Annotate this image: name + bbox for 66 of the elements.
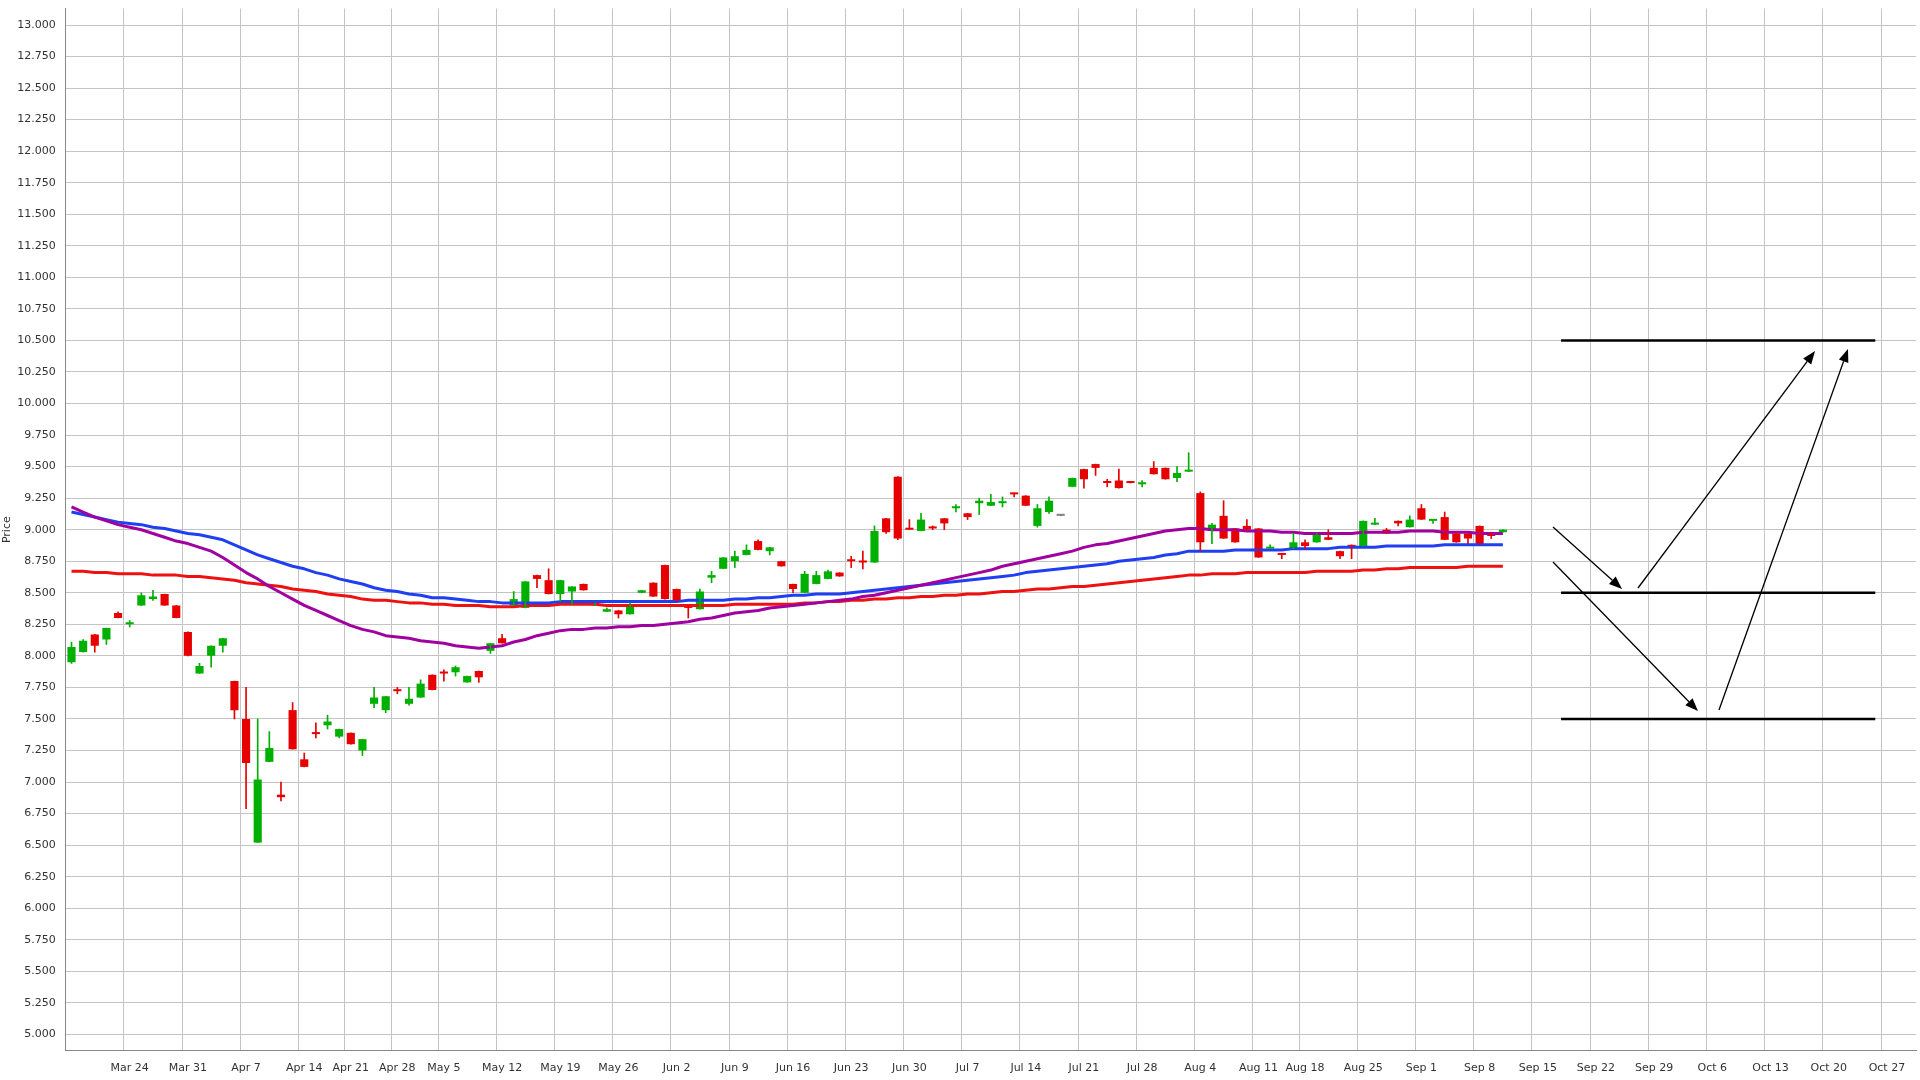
x-tick-label: Apr 28	[379, 1061, 416, 1075]
y-tick-label: 11.000	[17, 270, 56, 284]
x-tick-label: Jun 16	[774, 1061, 811, 1075]
x-tick-label: Jun 30	[891, 1061, 927, 1075]
y-tick-label: 7.750	[24, 680, 56, 694]
y-tick-label: 8.750	[24, 554, 56, 568]
x-tick-label: May 19	[540, 1061, 581, 1075]
y-tick-label: 11.500	[17, 207, 56, 221]
x-tick-label: Sep 15	[1518, 1061, 1557, 1075]
x-tick-label: May 26	[598, 1061, 639, 1075]
x-tick-label: Jul 14	[1009, 1061, 1042, 1075]
y-tick-label: 6.750	[24, 806, 56, 820]
y-tick-label: 10.250	[17, 364, 56, 378]
y-tick-label: 9.500	[24, 459, 56, 473]
x-tick-label: Mar 31	[168, 1061, 207, 1075]
y-tick-label: 11.250	[17, 238, 56, 252]
x-tick-label: Aug 4	[1184, 1061, 1217, 1075]
x-tick-label: Aug 25	[1343, 1061, 1383, 1075]
y-tick-label: 9.250	[24, 491, 56, 505]
x-tick-label: Sep 22	[1576, 1061, 1616, 1075]
x-tick-label: Oct 6	[1697, 1061, 1728, 1075]
x-tick-label: Sep 29	[1635, 1061, 1674, 1075]
y-tick-label: 13.000	[17, 17, 56, 31]
x-tick-label: Jun 2	[661, 1061, 691, 1075]
y-axis-title: Price	[0, 516, 14, 544]
x-tick-label: Jun 9	[719, 1061, 749, 1075]
y-tick-label: 10.500	[17, 333, 56, 347]
x-tick-label: May 12	[481, 1061, 523, 1075]
y-tick-label: 12.000	[17, 144, 56, 158]
y-tick-label: 12.250	[17, 112, 56, 126]
x-tick-label: Aug 11	[1239, 1061, 1278, 1075]
y-tick-label: 12.750	[17, 49, 56, 63]
y-tick-label: 7.250	[24, 743, 56, 757]
y-tick-label: 7.500	[24, 711, 56, 725]
y-tick-label: 10.000	[17, 396, 56, 410]
y-tick-label: 10.750	[17, 301, 56, 315]
x-tick-label: Mar 24	[110, 1061, 149, 1075]
y-tick-label: 9.750	[24, 427, 56, 441]
y-tick-label: 6.000	[24, 901, 56, 915]
x-tick-label: Aug 18	[1285, 1061, 1325, 1075]
x-tick-label: Apr 14	[285, 1061, 323, 1075]
y-tick-label: 11.750	[17, 175, 56, 189]
x-tick-label: Jul 21	[1067, 1061, 1100, 1075]
x-tick-label: Jul 7	[954, 1061, 980, 1075]
x-tick-label: Sep 1	[1405, 1061, 1438, 1075]
x-tick-label: Oct 20	[1810, 1061, 1847, 1075]
x-tick-label: May 5	[427, 1061, 461, 1075]
y-tick-label: 5.500	[24, 964, 56, 978]
y-tick-label: 9.000	[24, 522, 56, 536]
y-tick-label: 5.750	[24, 932, 56, 946]
x-tick-label: Apr 7	[231, 1061, 261, 1075]
x-tick-label: Oct 27	[1868, 1061, 1906, 1075]
y-tick-label: 6.500	[24, 838, 56, 851]
y-tick-label: 5.000	[24, 1027, 56, 1041]
y-tick-label: 8.000	[24, 648, 56, 662]
y-tick-label: 8.250	[24, 617, 56, 631]
y-tick-label: 12.500	[17, 80, 56, 94]
x-tick-label: Jun 23	[832, 1061, 869, 1075]
x-tick-label: Sep 8	[1463, 1061, 1496, 1075]
x-tick-label: Apr 21	[332, 1061, 370, 1075]
y-tick-label: 6.250	[24, 869, 56, 883]
y-tick-label: 5.250	[24, 995, 56, 1009]
y-tick-label: 7.000	[24, 774, 56, 788]
x-tick-label: Oct 13	[1752, 1061, 1789, 1075]
x-tick-label: Jul 28	[1125, 1061, 1158, 1075]
y-tick-label: 8.500	[24, 585, 56, 599]
